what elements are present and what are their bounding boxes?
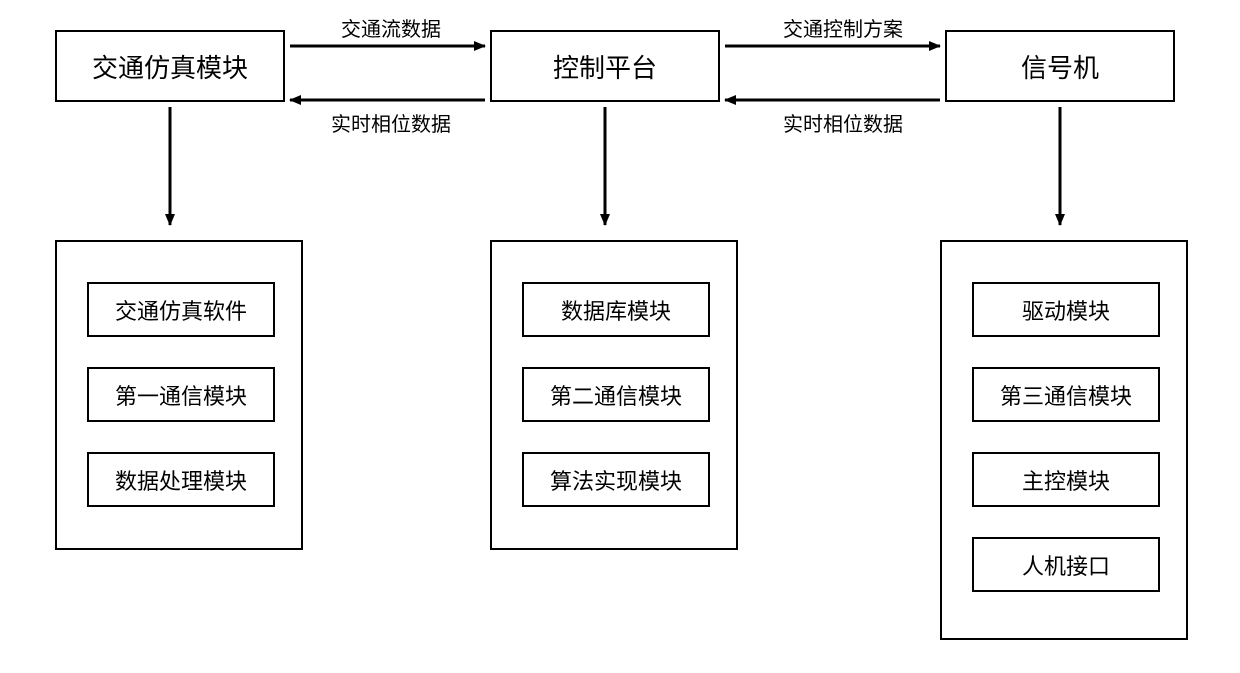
system-diagram: 交通仿真模块控制平台信号机交通流数据实时相位数据交通控制方案实时相位数据交通仿真…: [0, 0, 1240, 673]
top-node-label: 交通仿真模块: [92, 48, 248, 85]
module-ctrl-algo: 算法实现模块: [522, 452, 710, 507]
module-label: 主控模块: [1022, 464, 1110, 496]
edge-label-e1: 交通流数据: [341, 13, 441, 42]
module-label: 数据库模块: [561, 294, 671, 326]
module-label: 第二通信模块: [550, 379, 682, 411]
module-sim-sw: 交通仿真软件: [87, 282, 275, 337]
edge-label-e3: 交通控制方案: [783, 13, 903, 42]
module-sig-hmi: 人机接口: [972, 537, 1160, 592]
module-label: 驱动模块: [1022, 294, 1110, 326]
top-node-ctrl: 控制平台: [490, 30, 720, 102]
module-sig-comm: 第三通信模块: [972, 367, 1160, 422]
container-c-sim: 交通仿真软件第一通信模块数据处理模块: [55, 240, 303, 550]
edge-label-e2: 实时相位数据: [331, 108, 451, 137]
edge-label-text: 实时相位数据: [783, 114, 903, 136]
module-sig-drive: 驱动模块: [972, 282, 1160, 337]
module-ctrl-comm: 第二通信模块: [522, 367, 710, 422]
module-sim-comm: 第一通信模块: [87, 367, 275, 422]
module-label: 交通仿真软件: [115, 294, 247, 326]
edge-label-e4: 实时相位数据: [783, 108, 903, 137]
edge-label-text: 实时相位数据: [331, 114, 451, 136]
module-label: 数据处理模块: [115, 464, 247, 496]
module-label: 算法实现模块: [550, 464, 682, 496]
container-c-ctrl: 数据库模块第二通信模块算法实现模块: [490, 240, 738, 550]
module-label: 第三通信模块: [1000, 379, 1132, 411]
edge-label-text: 交通流数据: [341, 19, 441, 41]
module-sig-main: 主控模块: [972, 452, 1160, 507]
module-sim-proc: 数据处理模块: [87, 452, 275, 507]
module-label: 人机接口: [1022, 549, 1110, 581]
top-node-label: 信号机: [1021, 48, 1099, 85]
top-node-signal: 信号机: [945, 30, 1175, 102]
edge-label-text: 交通控制方案: [783, 19, 903, 41]
container-c-signal: 驱动模块第三通信模块主控模块人机接口: [940, 240, 1188, 640]
top-node-sim: 交通仿真模块: [55, 30, 285, 102]
top-node-label: 控制平台: [553, 48, 657, 85]
module-ctrl-db: 数据库模块: [522, 282, 710, 337]
module-label: 第一通信模块: [115, 379, 247, 411]
